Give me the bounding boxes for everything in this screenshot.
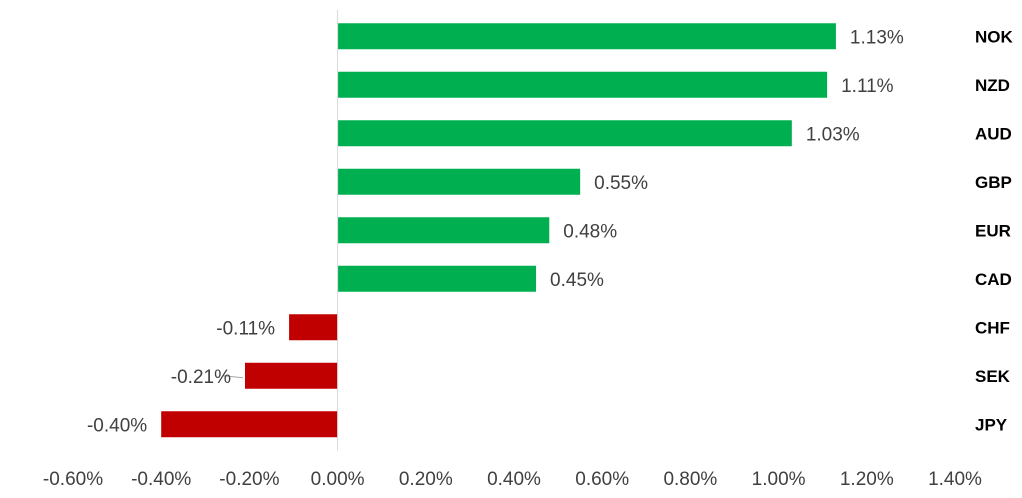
data-label-chf: -0.11% [216, 318, 275, 339]
category-label-aud: AUD [975, 124, 1012, 143]
bar-cad [337, 265, 537, 292]
bar-sek [244, 362, 338, 389]
category-label-chf: CHF [975, 318, 1010, 337]
category-label-nzd: NZD [975, 76, 1010, 95]
data-label-aud: 1.03% [806, 124, 860, 145]
leader-line-sek [222, 375, 244, 379]
x-tick-label: -0.20% [219, 469, 279, 490]
bar-chf [289, 314, 338, 341]
x-tick-label: -0.60% [43, 469, 103, 490]
category-label-gbp: GBP [975, 173, 1012, 192]
category-label-nok: NOK [975, 27, 1014, 46]
x-tick-label: 0.40% [487, 469, 541, 490]
data-label-gbp: 0.55% [594, 173, 648, 194]
x-tick-label: -0.40% [131, 469, 191, 490]
bar-jpy [161, 411, 338, 438]
bar-eur [337, 217, 550, 244]
data-label-cad: 0.45% [550, 270, 604, 291]
data-label-nzd: 1.11% [841, 76, 894, 97]
category-label-jpy: JPY [975, 415, 1008, 434]
x-tick-label: 0.80% [663, 469, 717, 490]
category-label-cad: CAD [975, 270, 1012, 289]
category-label-sek: SEK [975, 367, 1011, 386]
category-label-eur: EUR [975, 221, 1011, 240]
bar-nzd [337, 71, 828, 98]
data-label-sek: -0.21% [171, 367, 231, 388]
category-labels-group: NOK NZD AUD GBP EUR CAD CHF SEK JPY [975, 27, 1014, 434]
x-tick-label: 1.20% [840, 469, 894, 490]
x-tick-label: 0.00% [311, 469, 365, 490]
data-label-nok: 1.13% [850, 27, 904, 48]
bar-aud [337, 120, 792, 147]
data-labels-group: 1.13% 1.11% 1.03% 0.55% 0.48% 0.45% -0.11% -0.2… [87, 27, 904, 436]
x-tick-label: 1.40% [928, 469, 982, 490]
bar-gbp [337, 168, 581, 195]
bar-nok [337, 23, 836, 50]
x-tick-label: 0.20% [399, 469, 453, 490]
x-tick-label: 1.00% [752, 469, 806, 490]
data-label-eur: 0.48% [563, 221, 617, 242]
x-tick-label: 0.60% [575, 469, 629, 490]
bars-group [161, 23, 836, 438]
data-label-jpy: -0.40% [87, 415, 147, 436]
x-axis-tick-labels: -0.60% -0.40% -0.20% 0.00% 0.20% 0.40% 0.60% 0.… [43, 469, 982, 490]
